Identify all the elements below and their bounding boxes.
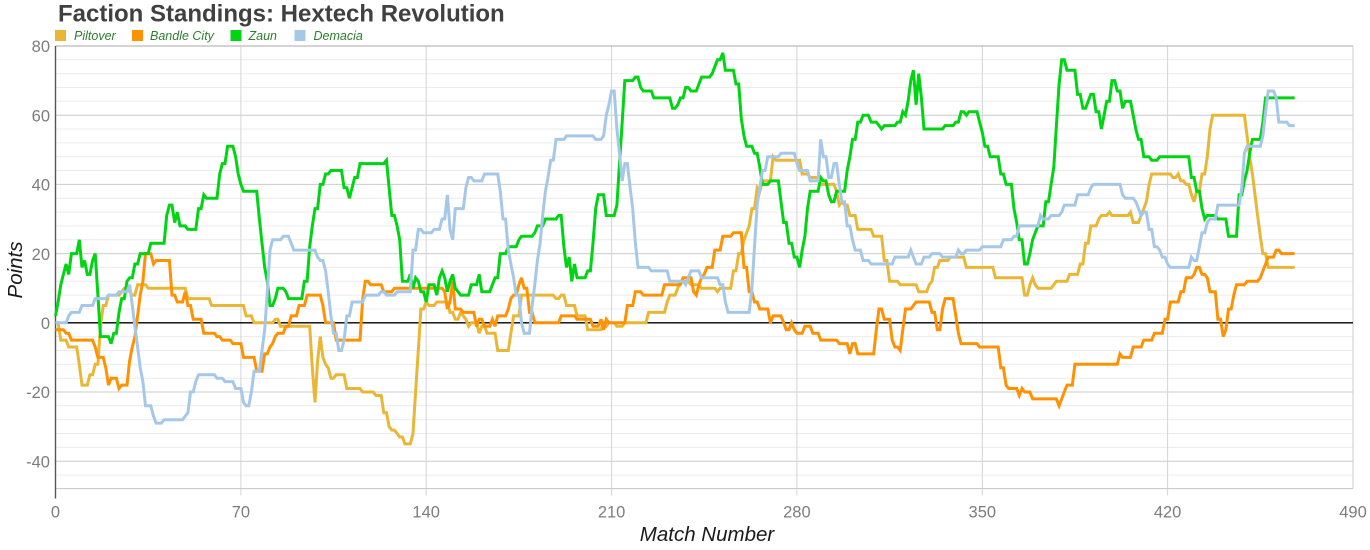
svg-text:0: 0 (41, 315, 50, 333)
svg-text:-20: -20 (26, 384, 50, 402)
svg-text:Bandle City: Bandle City (150, 29, 215, 43)
svg-text:40: 40 (32, 177, 50, 195)
svg-text:Demacia: Demacia (314, 29, 363, 43)
svg-text:Faction Standings: Hextech Rev: Faction Standings: Hextech Revolution (58, 1, 505, 28)
svg-text:60: 60 (32, 107, 50, 125)
svg-text:210: 210 (598, 504, 626, 522)
svg-text:280: 280 (783, 504, 811, 522)
svg-text:490: 490 (1339, 504, 1367, 522)
svg-text:-40: -40 (26, 453, 50, 471)
svg-text:350: 350 (969, 504, 997, 522)
svg-text:0: 0 (51, 504, 60, 522)
svg-text:Zaun: Zaun (248, 29, 278, 43)
svg-text:140: 140 (412, 504, 440, 522)
svg-text:70: 70 (232, 504, 250, 522)
svg-text:80: 80 (32, 38, 50, 56)
svg-text:420: 420 (1154, 504, 1182, 522)
svg-text:Match Number: Match Number (640, 523, 776, 546)
svg-text:20: 20 (32, 246, 50, 264)
svg-text:Points: Points (4, 242, 27, 299)
svg-text:Piltover: Piltover (74, 29, 117, 43)
